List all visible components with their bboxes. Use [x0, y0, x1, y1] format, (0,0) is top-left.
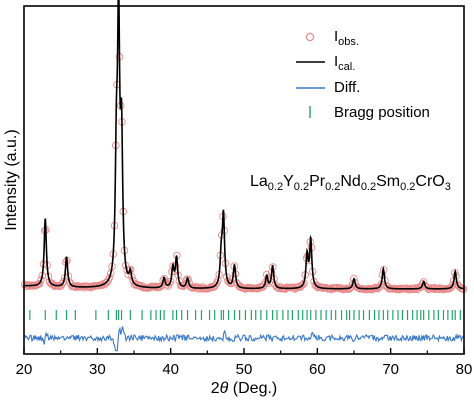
formula-subscript: 0.2: [361, 181, 376, 193]
observed-point: [65, 278, 74, 286]
observed-point: [179, 282, 187, 291]
legend-item-bragg: Bragg position: [309, 104, 430, 121]
x-tick-label: 20: [16, 361, 33, 378]
observed-point: [35, 279, 44, 288]
x-axis-title-prefix: 2: [211, 380, 220, 397]
plot-area: [20, 0, 468, 352]
compound-formula: La0.2Y0.2Pr0.2Nd0.2Sm0.2CrO3: [250, 173, 451, 193]
formula-subscript: 3: [445, 181, 451, 193]
observed-point: [224, 277, 232, 285]
legend-label-diff: Diff.: [334, 79, 360, 96]
x-tick-label: 50: [236, 361, 253, 378]
formula-element: Sm: [376, 173, 400, 190]
legend-item-obs: Iobs.: [305, 28, 359, 48]
legend-label-obs: Iobs.: [334, 28, 359, 48]
observed-point: [418, 280, 427, 288]
legend-item-diff: Diff.: [296, 79, 360, 96]
observed-point: [297, 281, 306, 290]
formula-subscript: 0.2: [400, 181, 415, 193]
observed-point: [352, 282, 361, 291]
x-tick-label: 40: [162, 361, 179, 378]
x-axis-title-symbol: θ: [220, 380, 229, 397]
legend-label-bragg: Bragg position: [334, 104, 430, 121]
formula-element: Nd: [340, 173, 360, 190]
calculated-curve: [23, 0, 465, 290]
x-tick-label: 60: [309, 361, 326, 378]
observed-point: [298, 280, 307, 289]
observed-point: [175, 277, 184, 285]
y-axis-title: Intensity (a.u.): [3, 129, 20, 230]
x-axis-title-suffix: (Deg.): [228, 380, 277, 397]
bragg-series: [29, 310, 461, 320]
formula-subscript: 0.2: [268, 181, 283, 193]
observed-point: [259, 283, 267, 291]
legend-marker-obs: [305, 32, 315, 42]
observed-point: [37, 276, 45, 284]
x-tick-label: 30: [89, 361, 106, 378]
formula-element: Y: [283, 173, 294, 190]
formula-element: La: [250, 173, 268, 190]
legend: Iobs. Ical. Diff. Bragg position: [296, 28, 430, 121]
legend-label-cal: Ical.: [334, 53, 355, 73]
formula-subscript: 0.2: [325, 181, 340, 193]
legend-item-cal: Ical.: [296, 53, 355, 73]
observed-series: [20, 53, 468, 294]
difference-curve: [23, 326, 465, 352]
formula-element: CrO: [415, 173, 444, 190]
x-axis-title: 2θ (Deg.): [211, 380, 278, 397]
formula-subscript: 0.2: [294, 181, 309, 193]
x-tick-label: 80: [456, 361, 473, 378]
formula-element: Pr: [309, 173, 326, 190]
observed-point: [34, 280, 43, 289]
observed-point: [211, 281, 220, 289]
observed-point: [419, 278, 428, 286]
x-axis: 20 30 40 50 60 70 80: [16, 348, 473, 378]
x-tick-label: 70: [382, 361, 399, 378]
observed-point: [105, 273, 114, 282]
